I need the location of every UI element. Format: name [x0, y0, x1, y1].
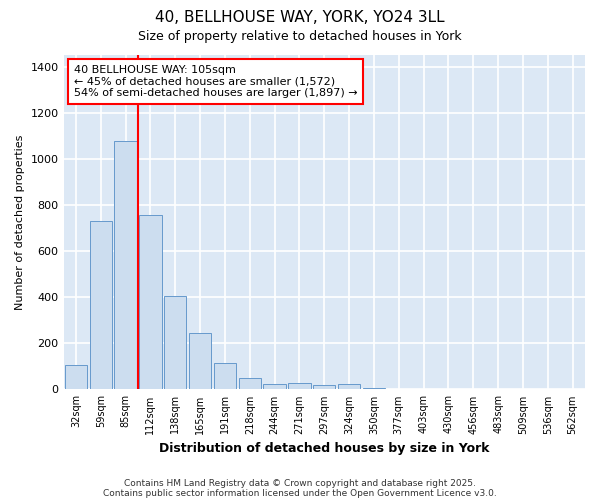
Bar	[164, 296, 187, 390]
Bar	[263, 384, 286, 390]
Y-axis label: Number of detached properties: Number of detached properties	[15, 134, 25, 310]
Bar	[189, 333, 211, 390]
Bar	[239, 378, 261, 390]
Text: Contains HM Land Registry data © Crown copyright and database right 2025.: Contains HM Land Registry data © Crown c…	[124, 478, 476, 488]
Bar	[363, 388, 385, 390]
Bar	[313, 385, 335, 390]
Bar	[338, 384, 360, 390]
Text: Size of property relative to detached houses in York: Size of property relative to detached ho…	[138, 30, 462, 43]
Bar	[89, 221, 112, 390]
Text: Contains public sector information licensed under the Open Government Licence v3: Contains public sector information licen…	[103, 488, 497, 498]
Bar	[115, 142, 137, 390]
X-axis label: Distribution of detached houses by size in York: Distribution of detached houses by size …	[159, 442, 490, 455]
Bar	[288, 383, 311, 390]
Text: 40 BELLHOUSE WAY: 105sqm
← 45% of detached houses are smaller (1,572)
54% of sem: 40 BELLHOUSE WAY: 105sqm ← 45% of detach…	[74, 65, 358, 98]
Bar	[65, 364, 87, 390]
Bar	[214, 363, 236, 390]
Text: 40, BELLHOUSE WAY, YORK, YO24 3LL: 40, BELLHOUSE WAY, YORK, YO24 3LL	[155, 10, 445, 25]
Bar	[139, 216, 161, 390]
